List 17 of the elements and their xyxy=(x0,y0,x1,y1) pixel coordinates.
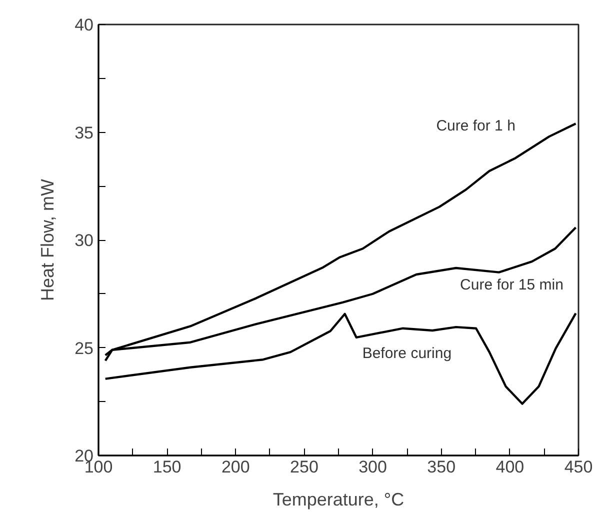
y-tick-label: 30 xyxy=(74,231,94,250)
x-tick-label: 350 xyxy=(427,458,456,476)
x-tick-label: 200 xyxy=(221,458,250,476)
x-axis-title: Temperature, °C xyxy=(272,490,404,510)
series-label: Cure for 1 h xyxy=(436,118,516,135)
y-tick-label: 25 xyxy=(74,338,94,358)
series-label: Cure for 15 min xyxy=(460,276,564,294)
x-tick-label: 450 xyxy=(564,458,593,476)
series-label: Before curing xyxy=(362,344,452,362)
y-tick-label: 35 xyxy=(74,123,94,142)
line-series xyxy=(104,312,577,405)
x-tick-label: 300 xyxy=(358,458,387,476)
y-axis-title: Heat Flow, mW xyxy=(38,178,58,302)
x-tick-label: 150 xyxy=(152,458,182,476)
y-tick-label: 40 xyxy=(74,16,94,34)
x-tick-label: 250 xyxy=(290,458,318,476)
x-tick-label: 400 xyxy=(496,458,524,476)
